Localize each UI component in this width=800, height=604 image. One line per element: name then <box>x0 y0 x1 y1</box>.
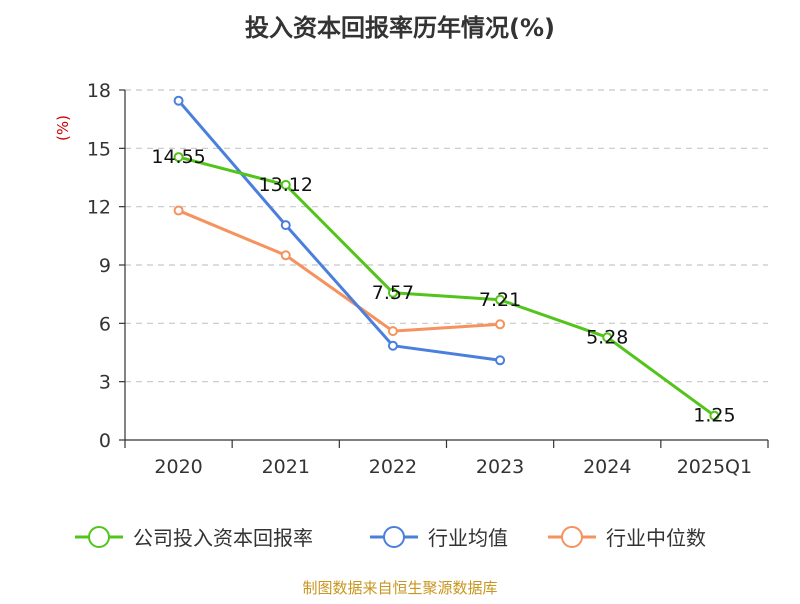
chart-title: 投入资本回报率历年情况(%) <box>245 14 555 42</box>
data-point[interactable] <box>280 220 291 231</box>
series-group <box>173 95 720 421</box>
series-line-3 <box>178 209 501 333</box>
data-point[interactable] <box>387 287 398 298</box>
y-tick-label: 12 <box>87 197 111 219</box>
data-point[interactable] <box>173 152 184 163</box>
y-tick-label: 15 <box>87 138 111 160</box>
x-tick-label: 2024 <box>583 456 631 478</box>
axes: 0 3 6 9 12 15 18 2020 2021 2022 2023 2024 2025Q1 <box>87 80 769 478</box>
data-point[interactable] <box>280 179 291 190</box>
data-label: 7.57 <box>372 282 414 304</box>
data-point[interactable] <box>495 294 506 305</box>
legend[interactable]: 公司投入资本回报率 行业均值 行业中位数 <box>75 526 706 550</box>
data-point[interactable] <box>387 340 398 351</box>
data-point[interactable] <box>173 205 184 216</box>
y-tick-label: 9 <box>99 255 111 277</box>
x-tick-label: 2023 <box>476 456 524 478</box>
y-axis-label: (%) <box>54 115 72 141</box>
data-labels: 14.55 13.12 7.57 7.21 5.28 1.25 <box>151 146 735 427</box>
y-tick-label: 18 <box>87 80 111 102</box>
series-line-2 <box>177 99 501 362</box>
data-point[interactable] <box>387 326 398 337</box>
legend-item-2[interactable]: 行业均值 <box>370 526 508 550</box>
data-label: 14.55 <box>151 146 205 168</box>
data-label: 5.28 <box>586 326 628 348</box>
legend-marker <box>383 526 405 548</box>
series-line-1 <box>178 155 716 417</box>
data-label: 1.25 <box>693 405 735 427</box>
y-tick-label: 3 <box>99 372 111 394</box>
legend-marker <box>561 526 583 548</box>
data-point[interactable] <box>709 410 720 421</box>
grid-lines <box>125 89 768 383</box>
data-label: 13.12 <box>259 174 313 196</box>
legend-item-3[interactable]: 行业中位数 <box>548 526 706 550</box>
data-point[interactable] <box>495 319 506 330</box>
x-tick-label: 2021 <box>262 456 310 478</box>
legend-label: 行业均值 <box>428 526 508 550</box>
source-note: 制图数据来自恒生聚源数据库 <box>302 579 497 597</box>
x-tick-label: 2025Q1 <box>677 456 752 478</box>
x-tick-label: 2020 <box>154 456 202 478</box>
legend-label: 行业中位数 <box>606 526 706 550</box>
data-point[interactable] <box>602 332 613 343</box>
legend-item-1[interactable]: 公司投入资本回报率 <box>75 526 313 550</box>
y-tick-label: 0 <box>99 430 111 452</box>
legend-label: 公司投入资本回报率 <box>133 526 313 550</box>
legend-marker <box>88 526 110 548</box>
data-point[interactable] <box>173 95 184 106</box>
data-point[interactable] <box>495 355 506 366</box>
data-point[interactable] <box>280 250 291 261</box>
y-tick-label: 6 <box>99 313 111 335</box>
x-tick-label: 2022 <box>369 456 417 478</box>
data-label: 7.21 <box>479 289 521 311</box>
